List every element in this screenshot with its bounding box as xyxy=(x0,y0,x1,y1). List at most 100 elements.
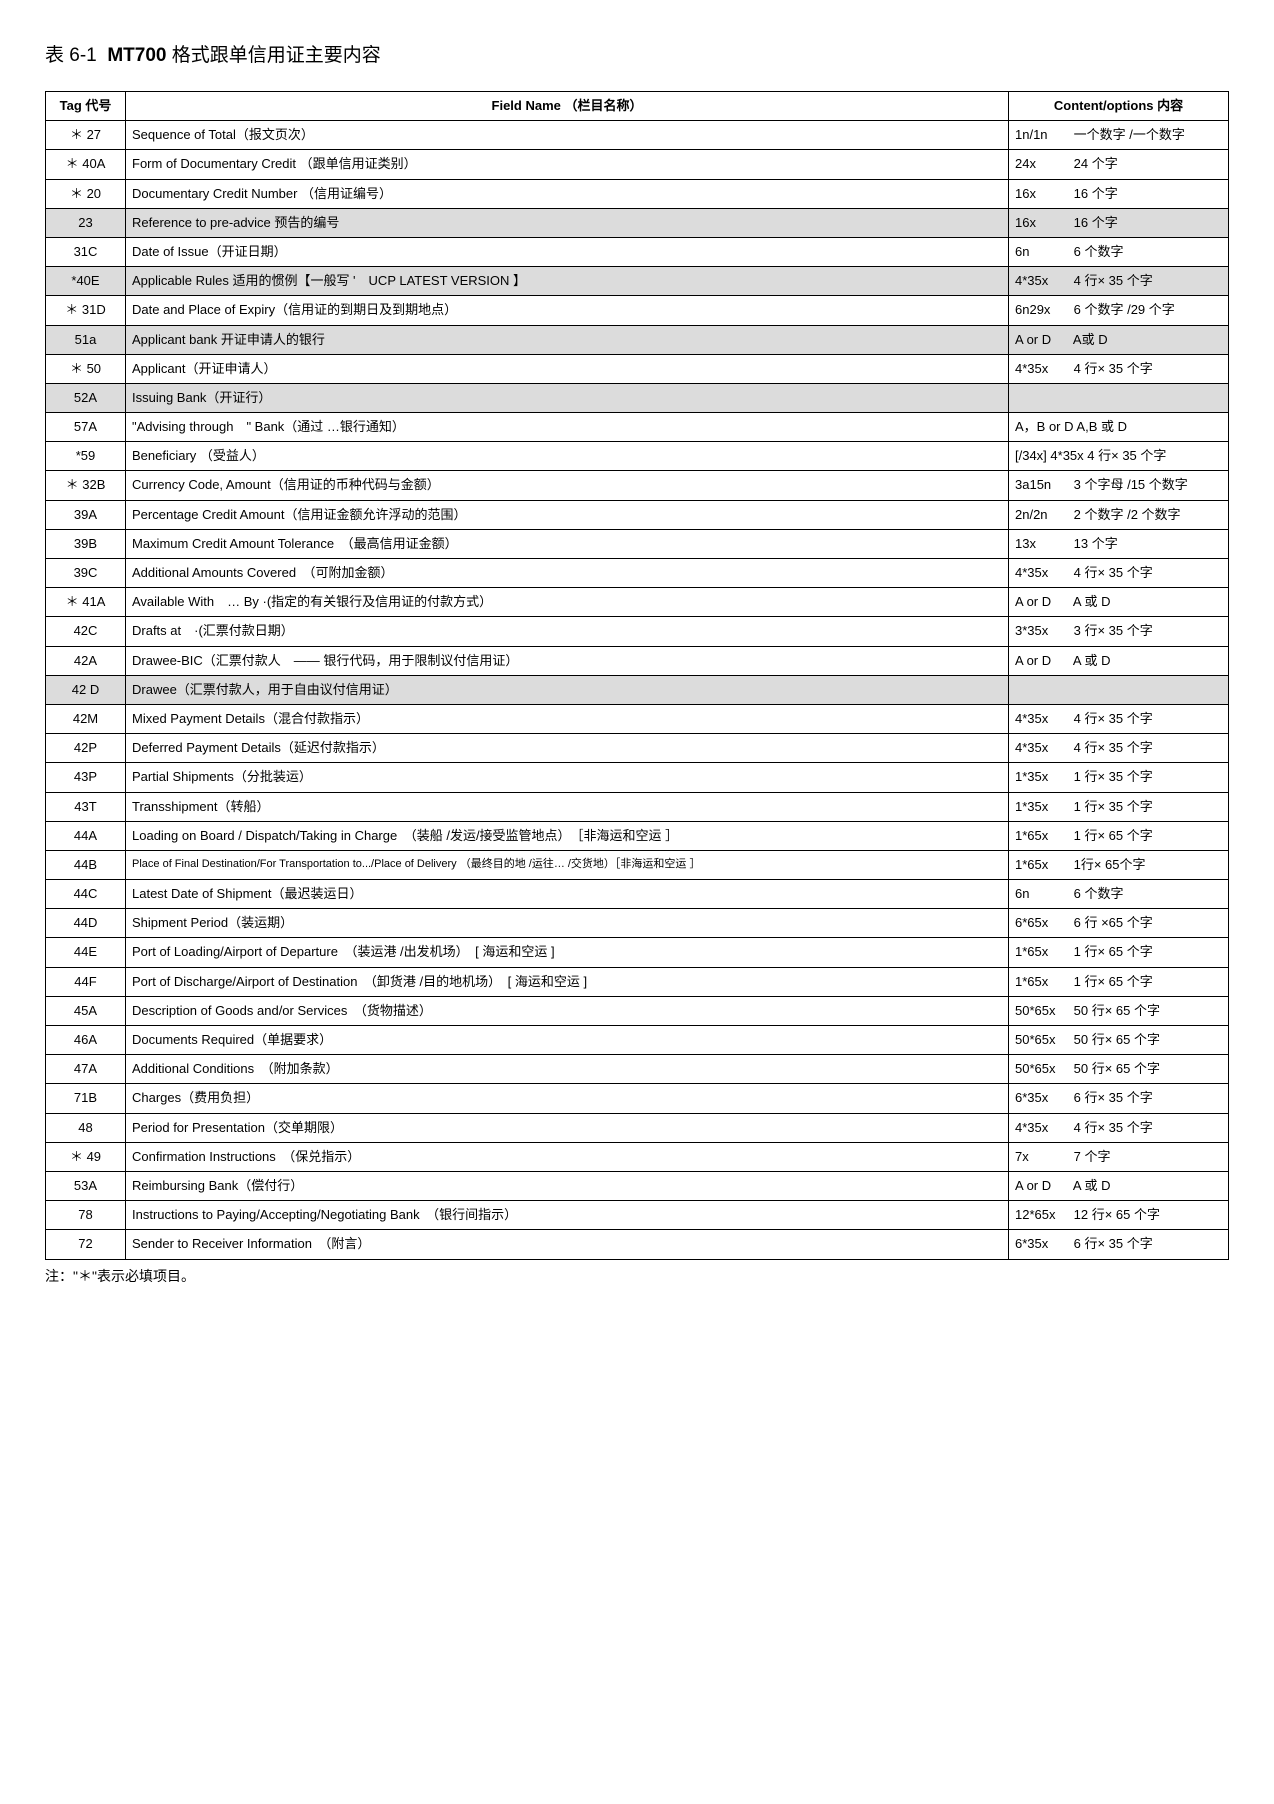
cell-content: 1*65x 1 行× 65 个字 xyxy=(1009,821,1229,850)
cell-content: [/34x] 4*35x 4 行× 35 个字 xyxy=(1009,442,1229,471)
cell-field: Percentage Credit Amount（信用证金额允许浮动的范围） xyxy=(126,500,1009,529)
cell-content: 6*65x 6 行 ×65 个字 xyxy=(1009,909,1229,938)
cell-tag: 71B xyxy=(46,1084,126,1113)
cell-field: Sender to Receiver Information （附言） xyxy=(126,1230,1009,1259)
table-row: 57A"Advising through " Bank（通过 …银行通知）A，B… xyxy=(46,413,1229,442)
content-desc: 1 行× 65 个字 xyxy=(1074,974,1153,989)
content-desc: 4 行× 35 个字 xyxy=(1074,711,1153,726)
cell-field: Transshipment（转船） xyxy=(126,792,1009,821)
cell-field: Latest Date of Shipment（最迟装运日） xyxy=(126,880,1009,909)
content-desc: 3 行× 35 个字 xyxy=(1074,623,1153,638)
cell-tag: ＊ 32B xyxy=(46,471,126,500)
content-code: A or D xyxy=(1015,593,1070,611)
table-row: *59Beneficiary （受益人）[/34x] 4*35x 4 行× 35… xyxy=(46,442,1229,471)
content-desc: A 或 D xyxy=(1073,1178,1111,1193)
cell-content: 24x 24 个字 xyxy=(1009,150,1229,179)
table-row: ＊ 50Applicant（开证申请人）4*35x 4 行× 35 个字 xyxy=(46,354,1229,383)
cell-field: Form of Documentary Credit （跟单信用证类别） xyxy=(126,150,1009,179)
cell-content: A or D A 或 D xyxy=(1009,588,1229,617)
cell-field: Documentary Credit Number （信用证编号） xyxy=(126,179,1009,208)
cell-tag: ＊ 20 xyxy=(46,179,126,208)
cell-tag: ＊ 49 xyxy=(46,1142,126,1171)
table-row: 44ALoading on Board / Dispatch/Taking in… xyxy=(46,821,1229,850)
cell-content xyxy=(1009,675,1229,704)
cell-content: 50*65x 50 行× 65 个字 xyxy=(1009,1026,1229,1055)
cell-content: 6*35x 6 行× 35 个字 xyxy=(1009,1230,1229,1259)
cell-tag: ＊ 40A xyxy=(46,150,126,179)
cell-content: 6n 6 个数字 xyxy=(1009,237,1229,266)
cell-content: 4*35x 4 行× 35 个字 xyxy=(1009,354,1229,383)
cell-tag: 44C xyxy=(46,880,126,909)
table-row: 47AAdditional Conditions （附加条款）50*65x 50… xyxy=(46,1055,1229,1084)
cell-content: 2n/2n 2 个数字 /2 个数字 xyxy=(1009,500,1229,529)
cell-field: Port of Discharge/Airport of Destination… xyxy=(126,967,1009,996)
content-code: 6n xyxy=(1015,885,1070,903)
table-row: 52AIssuing Bank（开证行） xyxy=(46,383,1229,412)
cell-field: Drawee-BIC（汇票付款人 —— 银行代码，用于限制议付信用证） xyxy=(126,646,1009,675)
content-desc: 4 行× 35 个字 xyxy=(1074,740,1153,755)
content-desc: 3 个字母 /15 个数字 xyxy=(1074,477,1188,492)
cell-field: Mixed Payment Details（混合付款指示） xyxy=(126,704,1009,733)
content-code: 6*35x xyxy=(1015,1089,1070,1107)
cell-tag: ＊ 41A xyxy=(46,588,126,617)
cell-tag: *59 xyxy=(46,442,126,471)
content-desc: 24 个字 xyxy=(1074,156,1118,171)
cell-field: Description of Goods and/or Services （货物… xyxy=(126,996,1009,1025)
cell-field: Sequence of Total（报文页次） xyxy=(126,121,1009,150)
cell-tag: 42 D xyxy=(46,675,126,704)
cell-field: Period for Presentation（交单期限） xyxy=(126,1113,1009,1142)
content-code: A，B or D xyxy=(1015,418,1074,436)
table-row: 46ADocuments Required（单据要求）50*65x 50 行× … xyxy=(46,1026,1229,1055)
table-row: 23Reference to pre-advice 预告的编号16x 16 个字 xyxy=(46,208,1229,237)
cell-tag: 48 xyxy=(46,1113,126,1142)
table-row: 51aApplicant bank 开证申请人的银行A or D A或 D xyxy=(46,325,1229,354)
content-code: 4*35x xyxy=(1015,1119,1070,1137)
table-row: 39BMaximum Credit Amount Tolerance （最高信用… xyxy=(46,529,1229,558)
table-row: ＊ 20Documentary Credit Number （信用证编号）16x… xyxy=(46,179,1229,208)
cell-field: Partial Shipments（分批装运） xyxy=(126,763,1009,792)
content-desc: 4 行× 35 个字 xyxy=(1074,361,1153,376)
cell-field: Reference to pre-advice 预告的编号 xyxy=(126,208,1009,237)
content-desc: 6 行× 35 个字 xyxy=(1074,1236,1153,1251)
cell-field: Reimbursing Bank（偿付行） xyxy=(126,1171,1009,1200)
cell-field: Drawee（汇票付款人，用于自由议付信用证） xyxy=(126,675,1009,704)
table-row: *40EApplicable Rules 适用的惯例【一般写 ' UCP LAT… xyxy=(46,267,1229,296)
cell-tag: 46A xyxy=(46,1026,126,1055)
content-desc: A或 D xyxy=(1073,332,1108,347)
cell-field: Available With … By ·(指定的有关银行及信用证的付款方式） xyxy=(126,588,1009,617)
content-desc: 1 行× 35 个字 xyxy=(1074,769,1153,784)
table-row: ＊ 41AAvailable With … By ·(指定的有关银行及信用证的付… xyxy=(46,588,1229,617)
cell-field: Drafts at ·(汇票付款日期） xyxy=(126,617,1009,646)
col-header-content: Content/options 内容 xyxy=(1009,92,1229,121)
mt700-table: Tag 代号 Field Name （栏目名称） Content/options… xyxy=(45,91,1229,1260)
cell-tag: 44D xyxy=(46,909,126,938)
table-row: 78Instructions to Paying/Accepting/Negot… xyxy=(46,1201,1229,1230)
content-code: 4*35x xyxy=(1015,360,1070,378)
content-desc: A 或 D xyxy=(1073,594,1111,609)
cell-content: 4*35x 4 行× 35 个字 xyxy=(1009,267,1229,296)
content-code: 7x xyxy=(1015,1148,1070,1166)
cell-content: 7x 7 个字 xyxy=(1009,1142,1229,1171)
content-code: 1*65x xyxy=(1015,827,1070,845)
table-row: 42 DDrawee（汇票付款人，用于自由议付信用证） xyxy=(46,675,1229,704)
content-desc: 2 个数字 /2 个数字 xyxy=(1074,507,1181,522)
cell-content: 13x 13 个字 xyxy=(1009,529,1229,558)
table-row: ＊ 27Sequence of Total（报文页次）1n/1n 一个数字 /一… xyxy=(46,121,1229,150)
table-row: ＊ 31DDate and Place of Expiry（信用证的到期日及到期… xyxy=(46,296,1229,325)
content-code: 4*35x xyxy=(1015,564,1070,582)
cell-tag: ＊ 31D xyxy=(46,296,126,325)
cell-field: Date and Place of Expiry（信用证的到期日及到期地点） xyxy=(126,296,1009,325)
table-row: 45ADescription of Goods and/or Services … xyxy=(46,996,1229,1025)
cell-tag: 42C xyxy=(46,617,126,646)
table-row: ＊ 32BCurrency Code, Amount（信用证的币种代码与金额）3… xyxy=(46,471,1229,500)
content-code: 4*35x xyxy=(1015,710,1070,728)
cell-content: 3*35x 3 行× 35 个字 xyxy=(1009,617,1229,646)
cell-field: Beneficiary （受益人） xyxy=(126,442,1009,471)
content-desc: 1 行× 35 个字 xyxy=(1074,799,1153,814)
cell-tag: 39B xyxy=(46,529,126,558)
content-code: 3*35x xyxy=(1015,622,1070,640)
table-row: 44EPort of Loading/Airport of Departure … xyxy=(46,938,1229,967)
cell-content: 3a15n 3 个字母 /15 个数字 xyxy=(1009,471,1229,500)
cell-field: "Advising through " Bank（通过 …银行通知） xyxy=(126,413,1009,442)
content-desc: 50 行× 65 个字 xyxy=(1074,1003,1160,1018)
